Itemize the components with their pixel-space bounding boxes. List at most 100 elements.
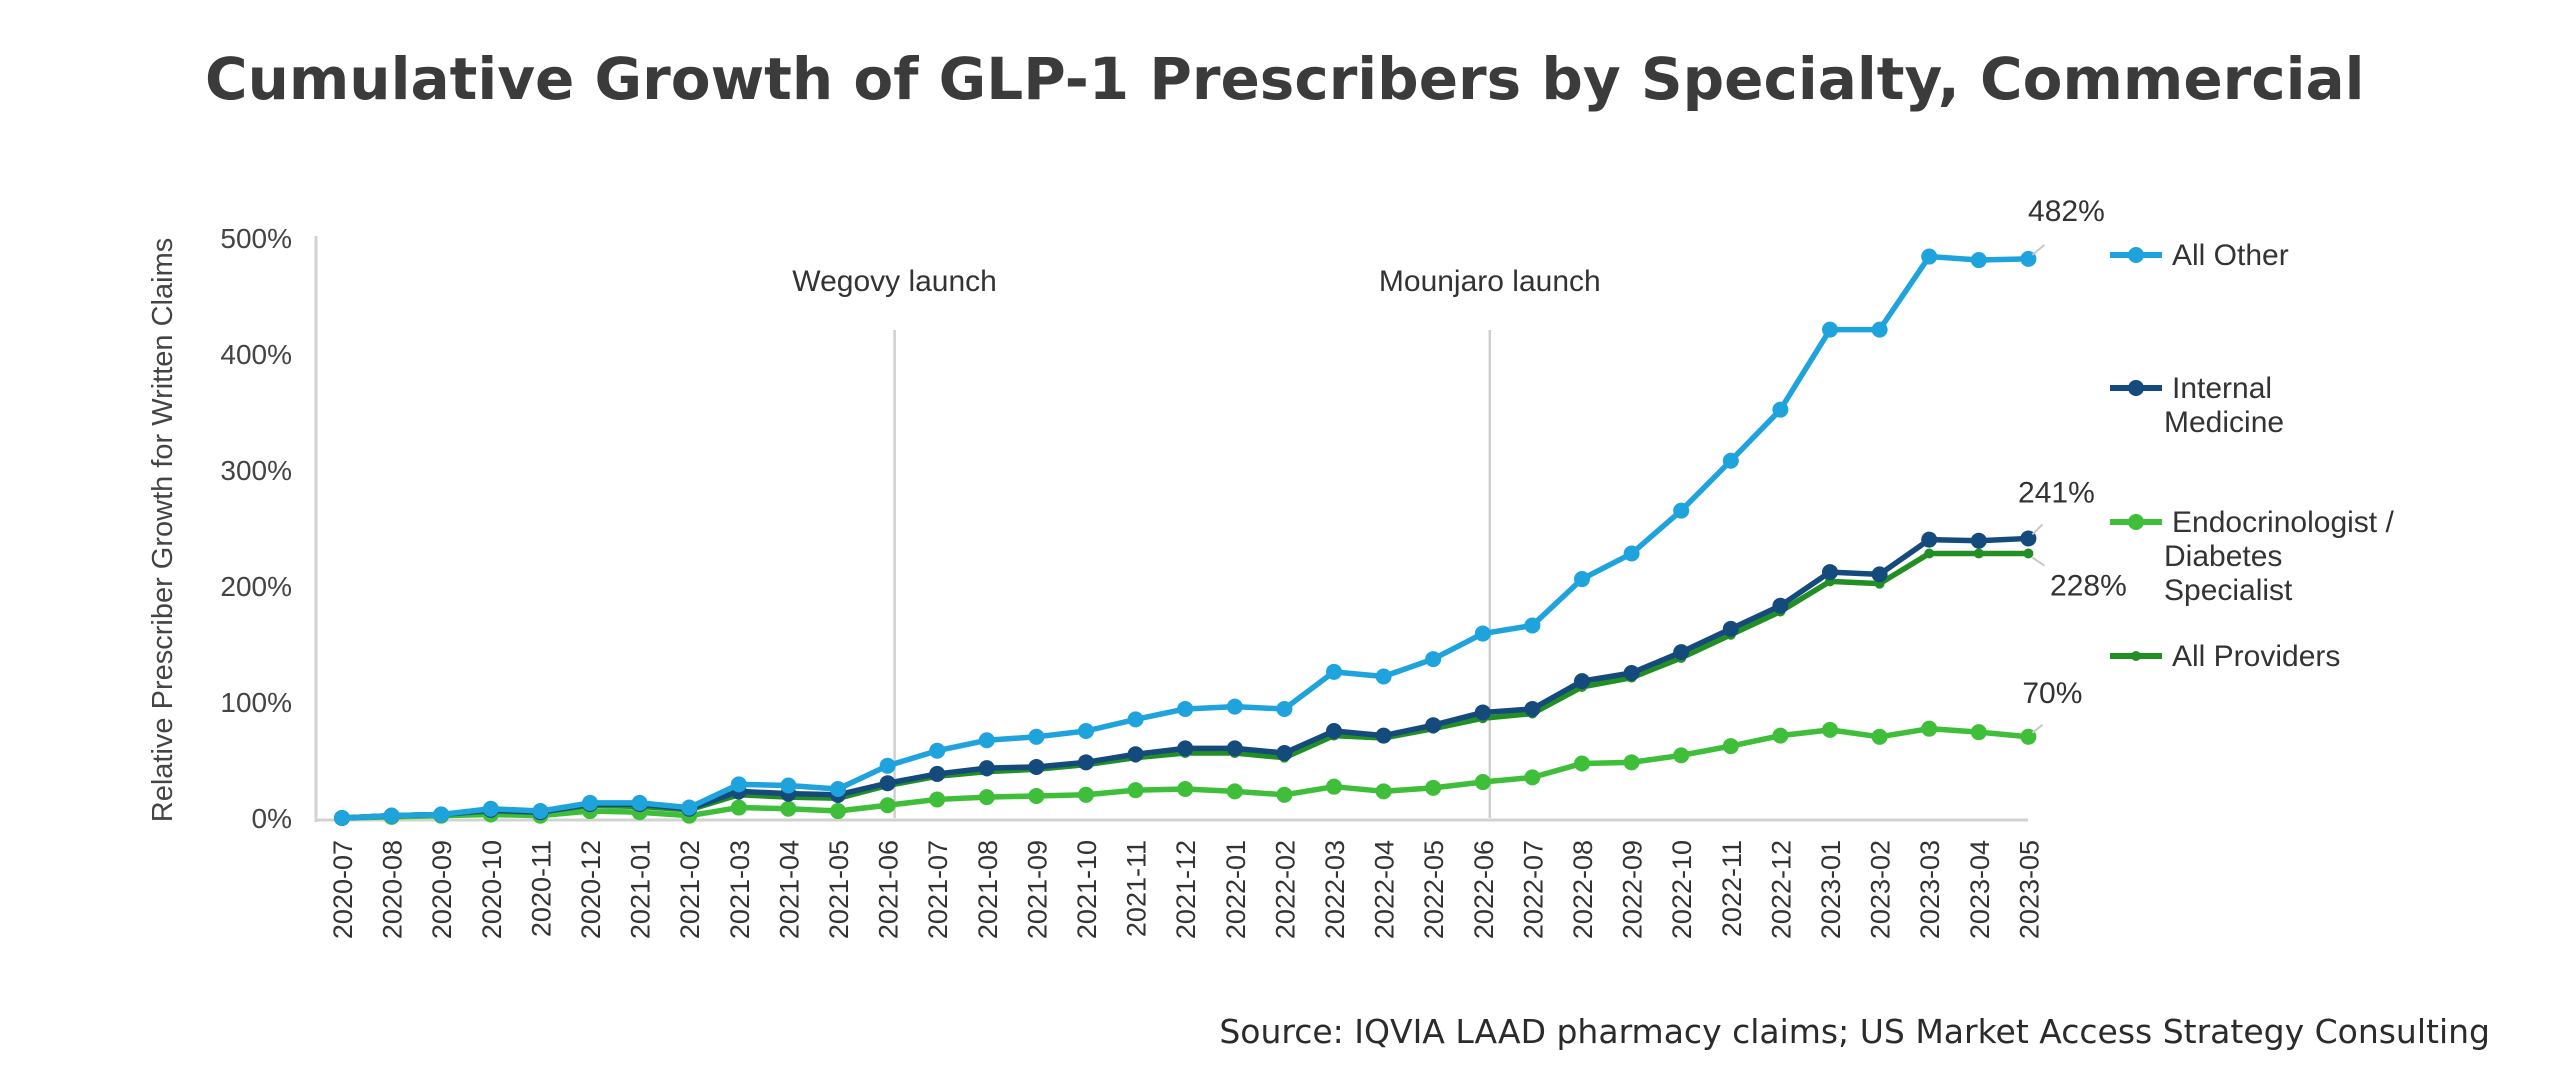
data-point [1623,545,1640,562]
end-value-label: 241% [2018,476,2095,509]
launch-label: Wegovy launch [792,265,997,298]
data-point [978,732,995,749]
data-point [1078,723,1094,739]
legend-label: Endocrinologist / Diabetes Specialist [2164,506,2394,607]
data-point [1375,727,1392,744]
x-tick-label: 2022-03 [1320,840,1350,939]
data-point [433,806,450,823]
x-tick-label: 2022-07 [1518,840,1548,939]
data-point [1226,740,1243,757]
x-tick-label: 2022-11 [1717,840,1747,937]
legend-label: Internal Medicine [2164,372,2284,439]
data-point [730,799,747,816]
data-point [1474,774,1491,791]
data-point [1772,597,1789,614]
data-point [1078,786,1094,803]
data-point [1028,758,1045,775]
data-point [1574,673,1590,690]
data-point [1326,663,1342,680]
value-label-leader [2031,724,2044,734]
x-tick-label: 2022-09 [1618,840,1648,939]
data-point [780,777,797,794]
data-point [1822,321,1838,338]
x-tick-label: 2020-12 [576,840,606,939]
data-point [780,800,797,817]
data-point [1574,755,1590,772]
data-point [532,803,549,820]
data-point [1326,723,1342,739]
x-tick-label: 2021-03 [725,840,755,939]
data-point [1326,778,1342,795]
data-point [1028,787,1045,804]
data-point [1673,502,1690,519]
data-point [1524,617,1541,634]
x-tick-label: 2021-09 [1022,840,1052,939]
data-point [1970,724,1987,741]
y-tick-label: 300% [220,455,292,486]
x-tick-label: 2021-05 [824,840,854,939]
data-point [1772,727,1789,744]
data-point [1226,783,1243,800]
data-point [1226,698,1243,715]
data-point [1623,665,1640,681]
x-tick-label: 2022-01 [1221,840,1251,939]
data-point [879,797,896,814]
data-point [1375,668,1392,685]
data-point [1276,786,1293,803]
launch-label: Mounjaro launch [1379,265,1601,298]
data-point [1822,721,1838,738]
x-tick-label: 2022-10 [1667,840,1697,939]
legend-swatch-marker [2131,651,2141,661]
end-value-label: 228% [2050,570,2127,603]
data-point [929,765,946,782]
data-point [1127,746,1144,763]
data-point [631,794,648,811]
y-tick-label: 100% [220,687,292,718]
x-tick-label: 2020-08 [378,840,408,939]
x-tick-label: 2022-05 [1419,840,1449,939]
legend-swatch-marker [2128,247,2144,263]
x-tick-label: 2020-09 [427,840,457,939]
data-point [929,791,946,808]
x-tick-label: 2021-11 [1122,840,1152,937]
data-point [1474,625,1491,642]
data-point [1524,769,1541,786]
data-point [1524,700,1541,717]
y-tick-label: 0% [252,803,292,834]
legend-swatch-marker [2128,514,2144,530]
x-tick-label: 2022-06 [1469,840,1499,939]
data-point [1871,566,1888,583]
value-label-leader [2031,556,2045,567]
data-point [383,807,400,824]
data-point [1425,651,1442,668]
data-point [1474,704,1491,721]
legend-swatch-marker [2128,380,2144,396]
data-point [1722,620,1739,637]
data-point [1973,548,1984,559]
x-tick-label: 2021-10 [1072,840,1102,939]
data-point [1921,720,1938,737]
data-point [1822,564,1838,581]
data-point [830,803,846,820]
data-point [1276,745,1293,762]
x-tick-label: 2022-08 [1568,840,1598,939]
data-point [978,760,995,777]
data-point [482,800,499,817]
end-value-label: 482% [2028,195,2105,228]
x-tick-label: 2022-04 [1370,840,1400,939]
data-point [1921,248,1938,265]
data-point [1078,754,1094,771]
data-point [1276,700,1293,717]
legend-label: All Providers [2172,640,2340,673]
x-tick-label: 2023-05 [2014,840,2044,939]
x-tick-label: 2023-02 [1866,840,1896,939]
data-point [879,775,896,792]
x-tick-label: 2023-04 [1965,840,1995,939]
data-point [1375,783,1392,800]
data-point [730,776,747,793]
x-tick-label: 2022-12 [1766,840,1796,939]
x-tick-label: 2021-06 [874,840,904,939]
y-axis-title: Relative Prescriber Growth for Written C… [147,238,179,822]
data-point [1425,717,1442,734]
